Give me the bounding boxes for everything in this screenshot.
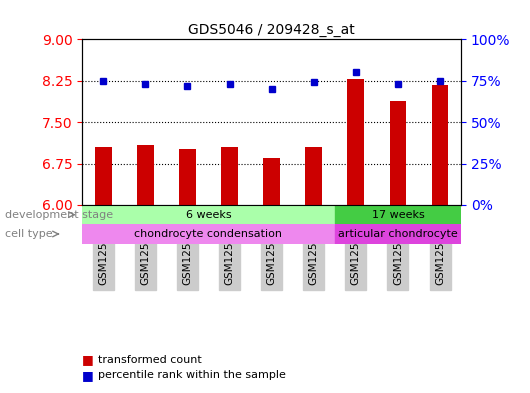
Text: 17 weeks: 17 weeks	[372, 209, 425, 220]
Bar	[82, 224, 335, 244]
Bar	[82, 205, 335, 224]
Bar	[263, 158, 280, 205]
Bar	[137, 145, 154, 205]
Text: ■: ■	[82, 369, 94, 382]
Bar	[335, 205, 461, 224]
Bar	[95, 147, 112, 205]
Text: chondrocyte condensation: chondrocyte condensation	[135, 229, 282, 239]
Text: development stage: development stage	[5, 209, 113, 220]
Text: cell type: cell type	[5, 229, 53, 239]
Text: transformed count: transformed count	[98, 354, 202, 365]
Text: 6 weeks: 6 weeks	[186, 209, 231, 220]
Bar	[348, 79, 364, 205]
Title: GDS5046 / 209428_s_at: GDS5046 / 209428_s_at	[188, 23, 355, 37]
Text: percentile rank within the sample: percentile rank within the sample	[98, 370, 286, 380]
Bar	[390, 101, 407, 205]
Bar	[305, 147, 322, 205]
Bar	[335, 224, 461, 244]
Bar	[221, 147, 238, 205]
Text: ■: ■	[82, 353, 94, 366]
Bar	[179, 149, 196, 205]
Bar	[431, 84, 448, 205]
Text: articular chondrocyte: articular chondrocyte	[338, 229, 458, 239]
